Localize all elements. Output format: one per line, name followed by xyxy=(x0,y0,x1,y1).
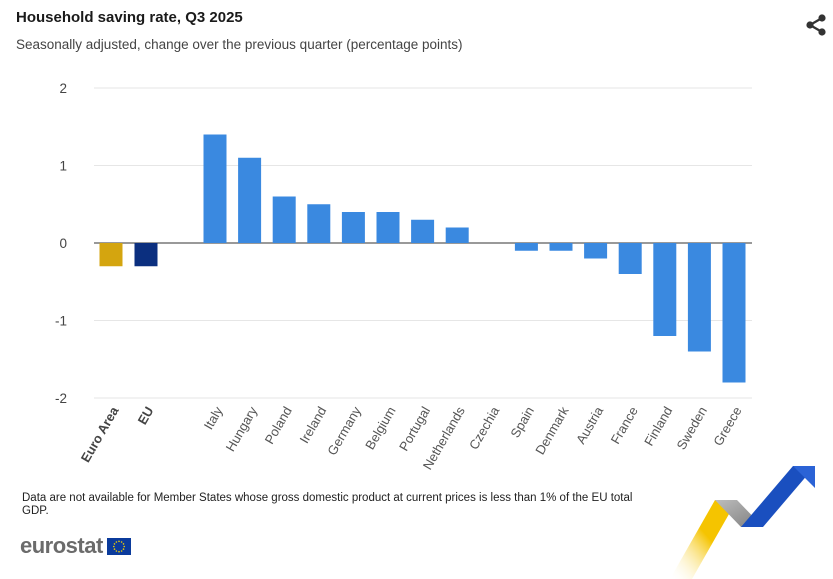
bar-belgium[interactable] xyxy=(376,212,400,243)
y-tick-label: 0 xyxy=(59,236,67,251)
x-tick-label: Czechia xyxy=(466,403,503,452)
bar-italy[interactable] xyxy=(203,134,227,244)
share-button[interactable] xyxy=(804,12,830,38)
x-tick-label: Ireland xyxy=(297,404,330,446)
share-icon xyxy=(806,14,826,36)
y-tick-label: 1 xyxy=(59,159,67,174)
x-tick-label: Finland xyxy=(641,404,675,448)
flag-star xyxy=(117,540,120,542)
x-tick-label: France xyxy=(608,404,641,447)
chart-subtitle: Seasonally adjusted, change over the pre… xyxy=(16,37,463,52)
bar-netherlands[interactable] xyxy=(445,227,469,244)
bar-hungary[interactable] xyxy=(238,157,262,243)
flag-star xyxy=(113,542,116,545)
x-tick-label: Austria xyxy=(573,403,607,446)
footnote: Data are not available for Member States… xyxy=(22,492,633,517)
bars xyxy=(99,134,746,383)
bar-spain[interactable] xyxy=(514,243,538,251)
eu-flag-icon xyxy=(106,537,131,555)
flag-star xyxy=(115,549,117,552)
bar-eu[interactable] xyxy=(134,243,158,267)
flag-star xyxy=(123,545,125,547)
bar-finland[interactable] xyxy=(653,243,677,336)
x-tick-label: Sweden xyxy=(674,404,710,452)
x-tick-label: Germany xyxy=(324,404,364,458)
bar-poland[interactable] xyxy=(272,196,296,244)
y-tick-label: -1 xyxy=(55,314,67,329)
y-tick-label: 2 xyxy=(59,81,67,96)
x-tick-label: Euro Area xyxy=(78,403,122,465)
bar-euro-area[interactable] xyxy=(99,243,123,267)
x-tick-label: EU xyxy=(135,404,157,427)
x-tick-label: Italy xyxy=(201,404,226,433)
flag-star xyxy=(122,547,125,550)
eurostat-logo: eurostat xyxy=(20,533,131,559)
bar-ireland[interactable] xyxy=(307,204,331,243)
bar-denmark[interactable] xyxy=(549,243,573,251)
bar-austria[interactable] xyxy=(584,243,608,259)
bar-sweden[interactable] xyxy=(687,243,711,352)
flag-star xyxy=(120,540,123,543)
bar-greece[interactable] xyxy=(722,243,746,383)
y-tick-label: -2 xyxy=(55,391,67,406)
flag-star xyxy=(115,540,117,543)
flag-star xyxy=(117,550,120,552)
decorative-ribbon xyxy=(670,466,815,579)
x-tick-label: Denmark xyxy=(532,404,572,458)
x-tick-label: Hungary xyxy=(223,404,261,454)
x-tick-label: Spain xyxy=(507,404,537,440)
flag-star xyxy=(113,547,116,550)
bar-france[interactable] xyxy=(618,243,642,274)
flag-star xyxy=(112,545,115,547)
y-axis-ticks: 2 1 0 -1 -2 xyxy=(55,81,67,406)
bar-germany[interactable] xyxy=(341,212,365,243)
flag-star xyxy=(122,542,125,545)
chart-title: Household saving rate, Q3 2025 xyxy=(16,9,243,26)
bar-portugal[interactable] xyxy=(411,219,435,243)
x-tick-label: Greece xyxy=(710,404,744,448)
brand-text: eurostat xyxy=(20,533,103,558)
x-tick-label: Belgium xyxy=(362,404,398,452)
flag-star xyxy=(120,549,123,552)
x-tick-label: Poland xyxy=(262,404,295,447)
x-tick-label: Portugal xyxy=(396,404,433,454)
